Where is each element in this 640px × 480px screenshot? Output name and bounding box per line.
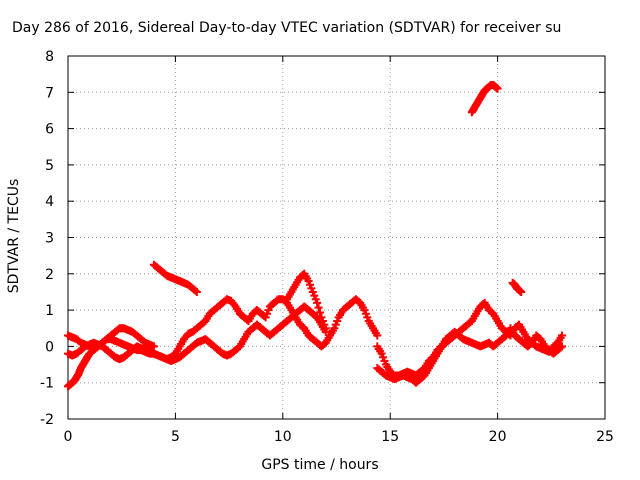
y-tick-label: -1 (40, 376, 54, 392)
data-point (149, 342, 158, 351)
data-point (556, 343, 565, 352)
axis-ticks: 0 5 10 15 20 25 -2 -1 0 1 2 3 4 5 6 7 8 (40, 49, 614, 445)
y-tick-label: -2 (40, 412, 54, 428)
data-point (314, 303, 323, 312)
x-tick-label: 20 (489, 429, 507, 445)
data-series (508, 278, 526, 296)
data-point (321, 324, 330, 333)
data-point (373, 331, 382, 340)
grid-lines (68, 56, 605, 419)
data-series (64, 324, 158, 391)
data-series (373, 324, 567, 387)
x-tick-label: 5 (171, 429, 180, 445)
chart-title: Day 286 of 2016, Sidereal Day-to-day VTE… (12, 20, 562, 36)
y-tick-label: 6 (45, 122, 54, 138)
y-tick-label: 2 (45, 267, 54, 283)
data-series (283, 269, 330, 333)
y-tick-label: 4 (45, 194, 54, 210)
y-tick-label: 1 (45, 303, 54, 319)
data-points (64, 81, 567, 391)
y-tick-label: 7 (45, 85, 54, 101)
x-tick-label: 25 (596, 429, 614, 445)
data-series (149, 260, 201, 296)
x-tick-label: 0 (64, 429, 73, 445)
data-point (493, 84, 502, 93)
y-tick-label: 5 (45, 158, 54, 174)
y-tick-label: 3 (45, 231, 54, 247)
y-tick-label: 0 (45, 339, 54, 355)
data-point (517, 287, 526, 296)
data-point (313, 298, 322, 307)
data-series (467, 81, 502, 117)
x-tick-label: 10 (274, 429, 292, 445)
data-point (191, 286, 200, 295)
y-tick-label: 8 (45, 49, 54, 65)
data-point (558, 331, 567, 340)
data-point (192, 287, 201, 296)
data-point (316, 308, 325, 317)
data-point (558, 342, 567, 351)
x-tick-label: 15 (381, 429, 399, 445)
x-axis-label: GPS time / hours (261, 457, 379, 473)
y-axis-label: SDTVAR / TECUs (6, 178, 22, 294)
data-series (64, 302, 330, 365)
